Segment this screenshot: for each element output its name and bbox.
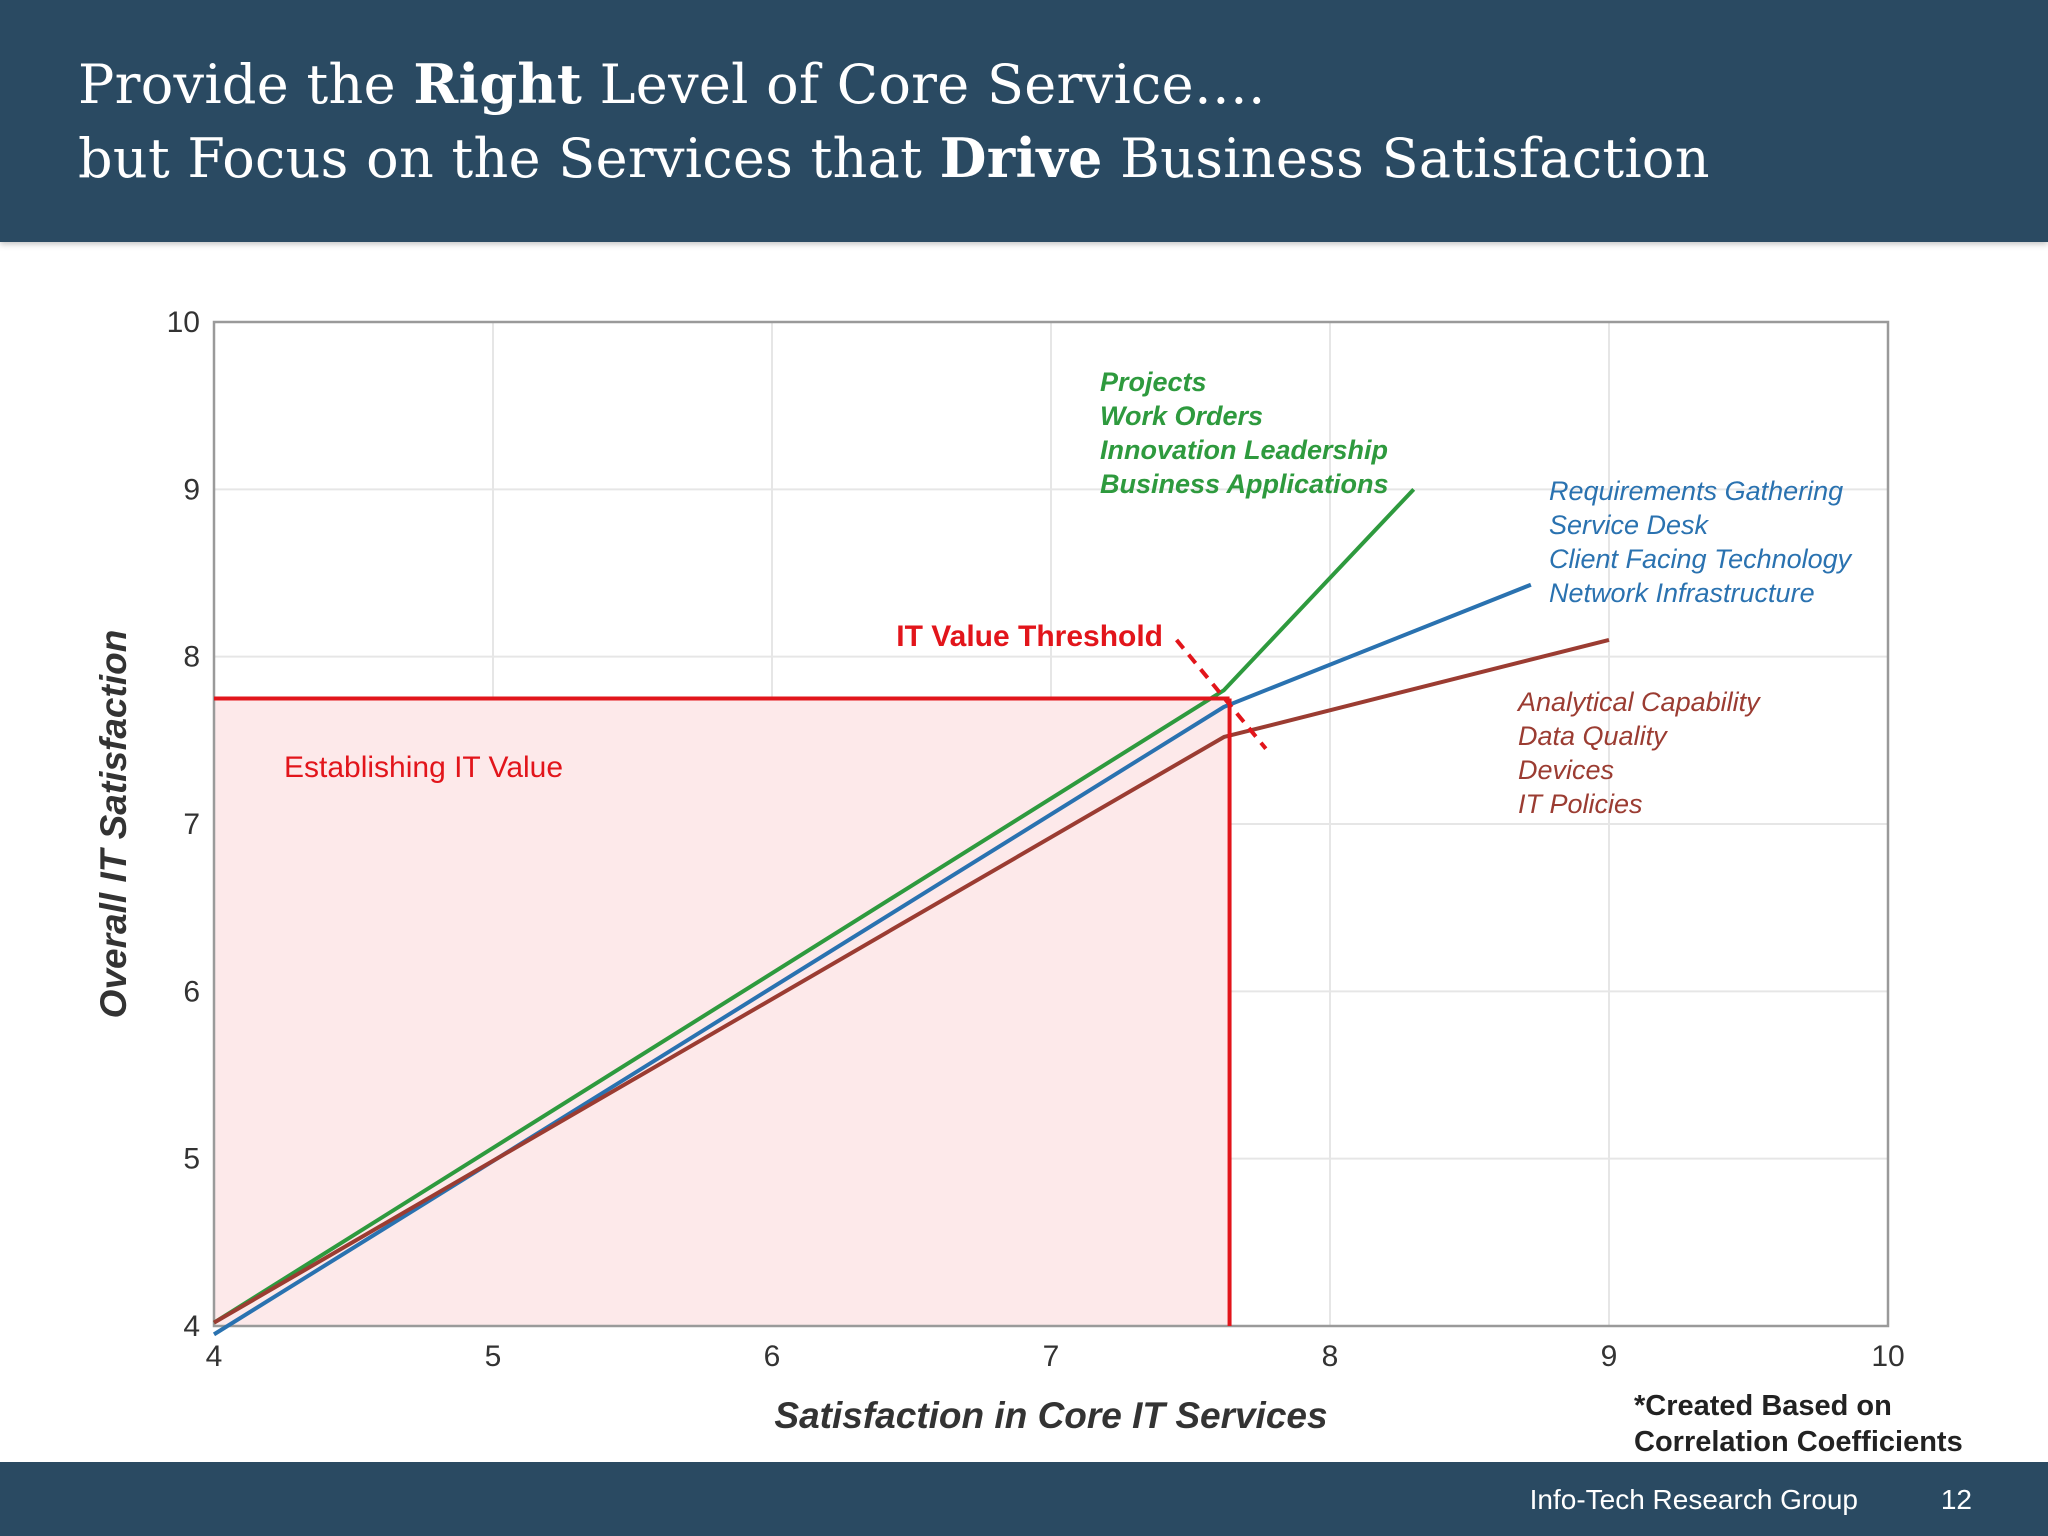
green-series-line [212, 487, 1416, 1325]
brown-series-line [212, 637, 1610, 1325]
slide-footer: Info-Tech Research Group 12 [0, 1462, 2048, 1536]
title-line-2: but Focus on the Services that Drive Bus… [78, 126, 1710, 190]
x-tick-label: 7 [1043, 1340, 1060, 1373]
blue-series-labels: Requirements Gathering Service Desk Clie… [1549, 476, 1853, 608]
satisfaction-chart: 4 5 6 7 8 9 10 4 5 6 7 8 9 10 Satisfaction in Core I… [93, 306, 1905, 1436]
note-line-2: Correlation Coefficients [1634, 1426, 1963, 1458]
x-axis-label: Satisfaction in Core IT Services [774, 1395, 1327, 1436]
y-tick-label: 5 [183, 1143, 200, 1176]
blue-label-requirements-gathering: Requirements Gathering [1549, 476, 1843, 506]
threshold-lines [214, 638, 1268, 1326]
series-lines [212, 487, 1610, 1337]
y-tick-label: 8 [183, 641, 200, 674]
title-line-1: Provide the Right Level of Core Service…… [78, 52, 1266, 116]
brown-series-labels: Analytical Capability Data Quality Devic… [1516, 687, 1761, 819]
green-label-business-applications: Business Applications [1100, 469, 1389, 499]
slide-header: Provide the Right Level of Core Service…… [0, 0, 2048, 242]
x-tick-labels: 4 5 6 7 8 9 10 [206, 1340, 1905, 1373]
green-label-innovation-leadership: Innovation Leadership [1100, 435, 1388, 465]
x-tick-label: 6 [764, 1340, 781, 1373]
blue-label-client-facing-technology: Client Facing Technology [1549, 544, 1853, 574]
blue-label-network-infrastructure: Network Infrastructure [1549, 578, 1815, 608]
region-label: Establishing IT Value [284, 751, 563, 784]
y-tick-label: 4 [183, 1310, 200, 1343]
x-tick-label: 5 [485, 1340, 502, 1373]
x-tick-label: 10 [1871, 1340, 1904, 1373]
establishing-it-value-region [214, 698, 1230, 1326]
blue-label-service-desk: Service Desk [1549, 510, 1710, 540]
brown-label-it-policies: IT Policies [1518, 789, 1643, 819]
y-tick-label: 7 [183, 808, 200, 841]
y-tick-labels: 4 5 6 7 8 9 10 [167, 306, 200, 1343]
x-tick-label: 8 [1322, 1340, 1339, 1373]
y-tick-label: 10 [167, 306, 200, 339]
footer-organization: Info-Tech Research Group [1529, 1484, 1858, 1515]
green-label-work-orders: Work Orders [1100, 401, 1263, 431]
brown-label-devices: Devices [1518, 755, 1614, 785]
page-number: 12 [1940, 1484, 1972, 1515]
correlation-note: *Created Based on Correlation Coefficien… [1634, 1388, 1963, 1460]
x-tick-label: 4 [206, 1340, 223, 1373]
y-axis-label: Overall IT Satisfaction [93, 630, 134, 1019]
green-label-projects: Projects [1100, 367, 1207, 397]
threshold-dashed-line [1175, 638, 1268, 750]
plot-frame [212, 320, 1890, 1328]
note-line-1: *Created Based on [1634, 1390, 1892, 1422]
y-tick-label: 6 [183, 975, 200, 1008]
green-series-labels: Projects Work Orders Innovation Leadersh… [1100, 367, 1389, 499]
y-tick-label: 9 [183, 473, 200, 506]
brown-label-data-quality: Data Quality [1518, 721, 1668, 751]
x-tick-label: 9 [1601, 1340, 1618, 1373]
threshold-label: IT Value Threshold [896, 620, 1163, 653]
brown-label-analytical-capability: Analytical Capability [1516, 687, 1761, 717]
